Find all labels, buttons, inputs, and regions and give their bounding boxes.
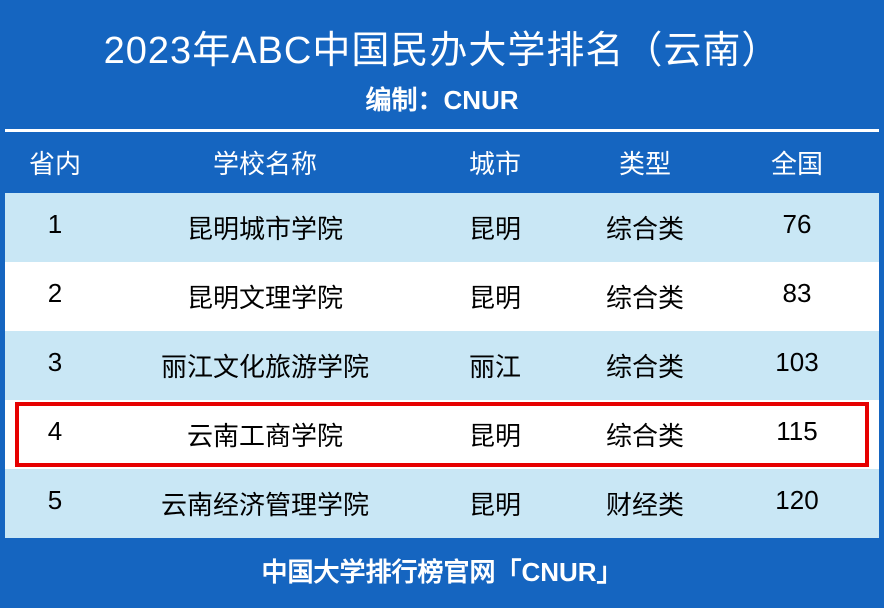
cell-national: 120 <box>725 485 869 522</box>
title-bar: 2023年ABC中国民办大学排名（云南） 编制：CNUR <box>5 5 879 129</box>
ranking-table-container: 2023年ABC中国民办大学排名（云南） 编制：CNUR 省内 学校名称 城市 … <box>0 0 884 608</box>
cell-name: 云南工商学院 <box>105 416 425 453</box>
cell-national: 103 <box>725 347 869 384</box>
main-title: 2023年ABC中国民办大学排名（云南） <box>5 19 879 74</box>
cell-type: 综合类 <box>565 416 725 453</box>
cell-national: 115 <box>725 416 869 453</box>
cell-name: 丽江文化旅游学院 <box>105 347 425 384</box>
cell-name: 云南经济管理学院 <box>105 485 425 522</box>
table-row: 1 昆明城市学院 昆明 综合类 76 <box>5 193 879 262</box>
cell-type: 综合类 <box>565 347 725 384</box>
header-national: 全国 <box>725 144 869 181</box>
table-row: 2 昆明文理学院 昆明 综合类 83 <box>5 262 879 331</box>
cell-city: 昆明 <box>425 209 565 246</box>
cell-type: 综合类 <box>565 278 725 315</box>
table-header-row: 省内 学校名称 城市 类型 全国 <box>5 129 879 193</box>
cell-national: 76 <box>725 209 869 246</box>
table-row: 3 丽江文化旅游学院 丽江 综合类 103 <box>5 331 879 400</box>
cell-type: 财经类 <box>565 485 725 522</box>
header-name: 学校名称 <box>105 144 425 181</box>
header-rank: 省内 <box>5 144 105 181</box>
cell-city: 昆明 <box>425 485 565 522</box>
cell-rank: 1 <box>5 209 105 246</box>
header-type: 类型 <box>565 144 725 181</box>
cell-name: 昆明文理学院 <box>105 278 425 315</box>
sub-title: 编制：CNUR <box>5 80 879 117</box>
cell-rank: 4 <box>5 416 105 453</box>
cell-name: 昆明城市学院 <box>105 209 425 246</box>
footer-bar: 中国大学排行榜官网「CNUR」 <box>5 538 879 603</box>
cell-rank: 5 <box>5 485 105 522</box>
cell-city: 昆明 <box>425 278 565 315</box>
table-row: 4 云南工商学院 昆明 综合类 115 <box>5 400 879 469</box>
cell-national: 83 <box>725 278 869 315</box>
cell-type: 综合类 <box>565 209 725 246</box>
cell-city: 昆明 <box>425 416 565 453</box>
cell-rank: 2 <box>5 278 105 315</box>
cell-rank: 3 <box>5 347 105 384</box>
table-row: 5 云南经济管理学院 昆明 财经类 120 <box>5 469 879 538</box>
header-city: 城市 <box>425 144 565 181</box>
cell-city: 丽江 <box>425 347 565 384</box>
